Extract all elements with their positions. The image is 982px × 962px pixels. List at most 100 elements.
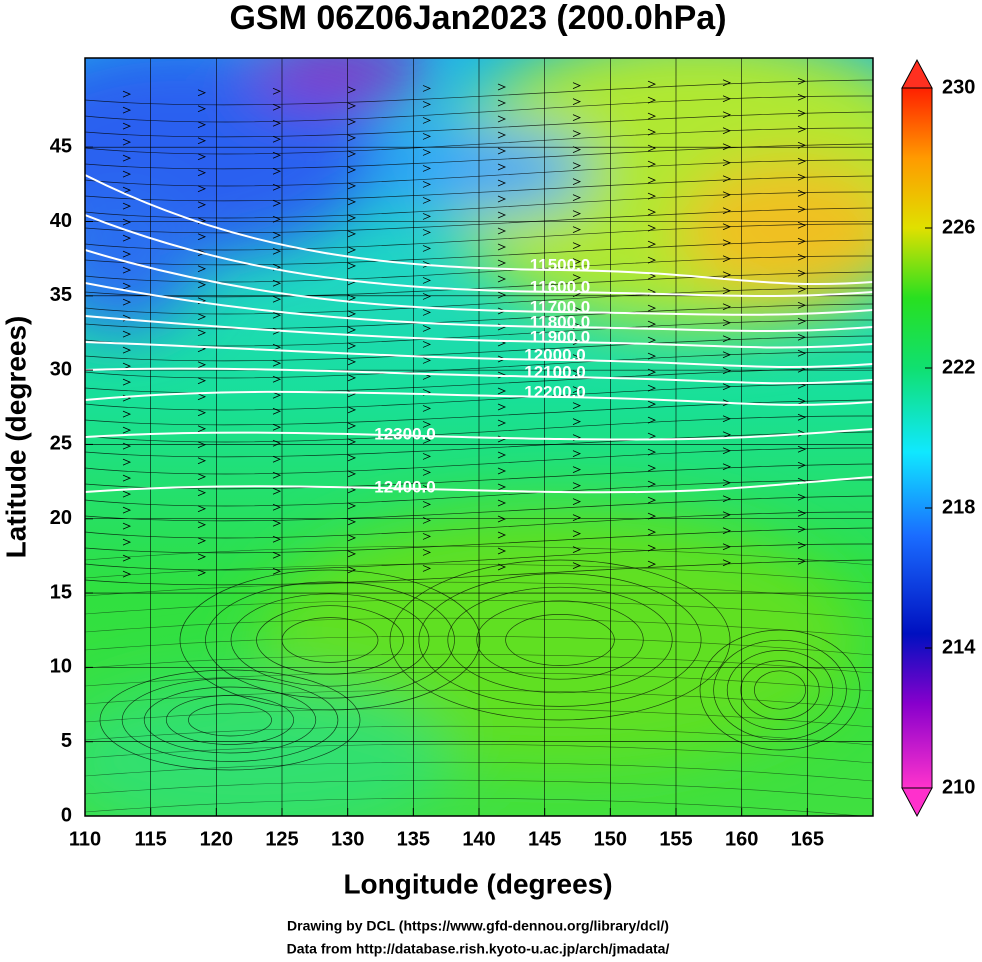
arrowhead — [272, 119, 282, 127]
arrowhead — [497, 291, 507, 299]
arrowhead — [497, 211, 507, 219]
arrowhead — [572, 242, 582, 249]
streamline — [713, 639, 847, 741]
arrowhead — [572, 562, 582, 569]
y-tick-label: 35 — [50, 284, 72, 306]
arrowhead — [722, 383, 732, 391]
streamline — [85, 415, 873, 443]
x-tick-label: 145 — [528, 828, 561, 850]
colorbar-tick-label: 230 — [942, 76, 975, 98]
arrowhead — [572, 194, 582, 201]
streamline — [85, 689, 873, 710]
arrowhead — [197, 201, 207, 209]
streamline — [85, 127, 873, 155]
arrowhead — [647, 464, 657, 472]
streamlines — [85, 77, 873, 816]
arrowhead — [797, 221, 807, 229]
contour-line — [85, 341, 873, 369]
arrowhead — [347, 246, 357, 254]
arrowhead — [347, 422, 357, 430]
streamline — [85, 287, 873, 315]
arrowhead — [347, 310, 357, 318]
arrowhead — [722, 463, 732, 471]
x-tick-label: 115 — [135, 828, 167, 850]
arrowhead — [272, 391, 282, 399]
streamline — [85, 599, 873, 620]
arrowhead — [722, 175, 732, 183]
streamline — [230, 593, 430, 687]
arrowhead — [647, 560, 657, 568]
y-tick-label: 10 — [50, 656, 72, 678]
arrowhead — [197, 489, 207, 497]
arrowhead — [722, 143, 732, 151]
streamline — [389, 559, 731, 721]
arrowhead — [347, 326, 357, 334]
arrowhead — [497, 451, 507, 459]
arrowhead — [272, 295, 282, 303]
arrowhead — [497, 179, 507, 187]
arrowhead — [722, 127, 732, 135]
arrowhead — [122, 346, 132, 354]
arrowhead — [497, 499, 507, 507]
arrowhead — [722, 527, 732, 535]
y-tick-label: 0 — [61, 804, 72, 826]
arrowhead — [272, 567, 282, 575]
arrowhead — [197, 137, 207, 145]
arrowhead — [797, 285, 807, 293]
streamline — [85, 255, 873, 283]
contour-line — [85, 476, 873, 494]
arrowhead — [497, 275, 507, 283]
arrowhead — [422, 357, 432, 364]
arrowhead — [497, 483, 507, 491]
x-tick-label: 160 — [725, 828, 758, 850]
arrowhead — [647, 208, 657, 216]
arrowhead — [347, 518, 357, 526]
arrowhead — [422, 453, 432, 460]
arrowhead — [197, 361, 207, 369]
arrowhead — [797, 205, 807, 213]
arrowhead — [572, 450, 582, 457]
arrowhead — [647, 400, 657, 408]
arrowhead — [347, 134, 357, 142]
streamline — [85, 761, 873, 782]
arrowhead — [722, 207, 732, 215]
arrowhead — [272, 135, 282, 143]
arrowhead — [422, 181, 432, 188]
arrowhead — [347, 550, 357, 558]
arrowhead — [722, 415, 732, 423]
arrowhead — [572, 498, 582, 505]
arrowhead — [347, 118, 357, 126]
arrowhead — [422, 469, 432, 476]
arrowhead — [572, 82, 582, 89]
streamline — [85, 239, 873, 266]
arrowhead — [197, 121, 207, 129]
arrowhead — [422, 341, 432, 348]
arrowhead — [497, 547, 507, 555]
colorbar: 210 214 218 222 226 230 — [901, 58, 976, 818]
arrowhead — [722, 95, 732, 103]
arrowhead — [197, 185, 207, 193]
arrowhead — [122, 410, 132, 418]
arrowhead — [122, 538, 132, 546]
arrowhead — [122, 378, 132, 386]
arrowhead — [347, 502, 357, 510]
arrowhead — [722, 287, 732, 295]
arrowhead — [647, 96, 657, 104]
contour-line — [85, 282, 873, 333]
arrowhead — [272, 455, 282, 463]
streamline — [85, 351, 873, 379]
streamline — [85, 303, 873, 330]
arrowhead — [647, 192, 657, 200]
arrowhead — [347, 406, 357, 414]
arrowhead — [272, 423, 282, 431]
arrowhead — [722, 191, 732, 199]
arrowhead — [122, 202, 132, 210]
streamline — [85, 207, 873, 234]
colorbar-tick-label: 210 — [942, 776, 975, 798]
contour-label: 12000.0 — [524, 345, 585, 364]
arrowhead — [422, 245, 432, 252]
arrowhead — [572, 402, 582, 409]
arrowhead — [197, 553, 207, 561]
arrowhead — [647, 224, 657, 232]
arrowhead — [422, 117, 432, 124]
